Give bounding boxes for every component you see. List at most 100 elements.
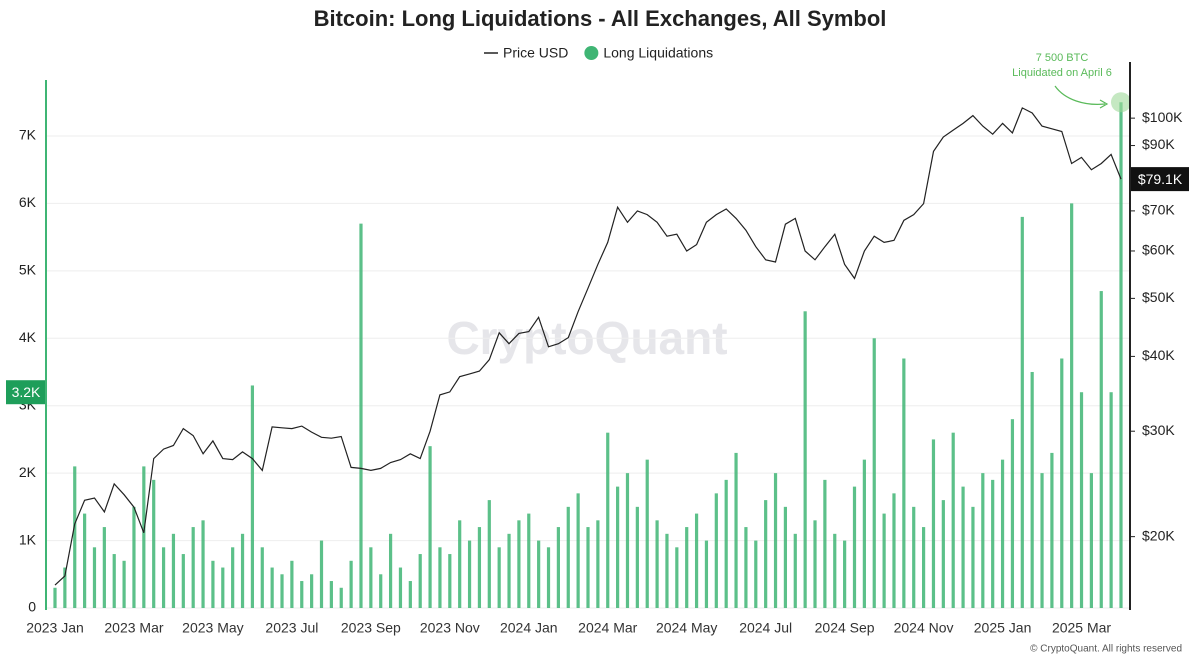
annotation: 7 500 BTC [1036,52,1089,64]
legend-label: Long Liquidations [603,45,713,61]
y-tick-label: 0 [28,599,36,615]
bar [921,527,926,608]
bar [1070,203,1074,609]
bar [665,533,669,608]
bar [1040,473,1044,608]
y2-tick-label: $70K [1142,202,1175,218]
x-tick-label: 2024 Sep [815,620,875,636]
annotation-arrow [1054,85,1106,105]
bar [201,520,205,608]
bar [576,493,580,608]
bar [951,432,955,608]
x-tick-label: 2025 Mar [1052,620,1111,636]
y2-tick-label: $50K [1142,289,1175,305]
bar [63,567,67,608]
bar [616,486,620,608]
bar [625,473,630,608]
bar [527,513,531,608]
y2-tick-label: $40K [1142,347,1175,363]
bar [92,547,97,608]
bar [912,506,916,608]
bar [586,527,590,608]
bar [1119,102,1123,609]
bar [142,466,146,608]
bar [793,533,797,608]
bar [556,527,560,608]
x-tick-label: 2024 Nov [894,620,954,636]
x-tick-label: 2023 Jan [26,620,84,636]
bar [635,506,639,608]
y-tick-label: 6K [19,194,37,210]
bar [319,540,324,608]
bar [379,574,383,608]
current-y-label: 3.2K [12,384,41,400]
bar [221,567,225,608]
current-y-badge [6,380,46,405]
bar [388,533,393,608]
bar [823,479,827,608]
bar [724,479,728,608]
bar [438,547,442,608]
bar [418,554,422,608]
bar [566,506,570,608]
bar [83,513,87,608]
bar [507,533,511,608]
bar [675,547,679,608]
bar [161,547,166,608]
bar [73,466,77,608]
bar [981,473,985,608]
chart-title: Bitcoin: Long Liquidations - All Exchang… [314,6,887,31]
bar [872,338,876,608]
bar [181,554,185,608]
bar [458,520,462,608]
y-tick-label: 4K [19,329,37,345]
bar [171,533,176,608]
y2-tick-label: $30K [1142,422,1175,438]
annotation-circle [1111,92,1131,113]
bar [971,506,975,608]
bar [862,459,866,608]
bar [487,500,491,608]
bar [53,587,57,608]
bar [744,527,748,608]
bar [714,493,718,608]
bar [260,547,264,608]
current-y2-badge [1131,167,1189,192]
bar [339,587,343,608]
annotation-arrow-head [1099,99,1109,109]
x-tick-label: 2024 Jul [739,620,792,636]
bar [1079,392,1084,608]
bar [369,547,373,608]
y2-tick-label: $20K [1142,527,1175,543]
bar [398,567,403,608]
bar [813,520,817,608]
x-tick-label: 2023 Sep [341,620,401,636]
bar [783,506,788,608]
bar [803,311,807,608]
bar [1000,459,1005,608]
lines [54,107,1122,586]
x-tick-label: 2024 May [656,620,717,636]
bar [408,581,412,608]
x-tick-label: 2024 Jan [500,620,558,636]
bar [537,540,541,608]
bar [902,358,906,608]
bar [961,486,965,608]
bar [1089,473,1093,608]
y2-tick-label: $60K [1142,242,1175,258]
bar [359,223,363,608]
bar [132,506,136,608]
bar [270,567,274,608]
bar [191,527,195,608]
bar [290,560,294,608]
x-tick-label: 2024 Mar [578,620,637,636]
bar [349,560,353,608]
x-tick-label: 2023 Jul [265,620,318,636]
bar [152,479,156,608]
bar [694,513,699,608]
bar [280,574,284,608]
bar [1099,291,1103,608]
price-line [54,107,1122,586]
